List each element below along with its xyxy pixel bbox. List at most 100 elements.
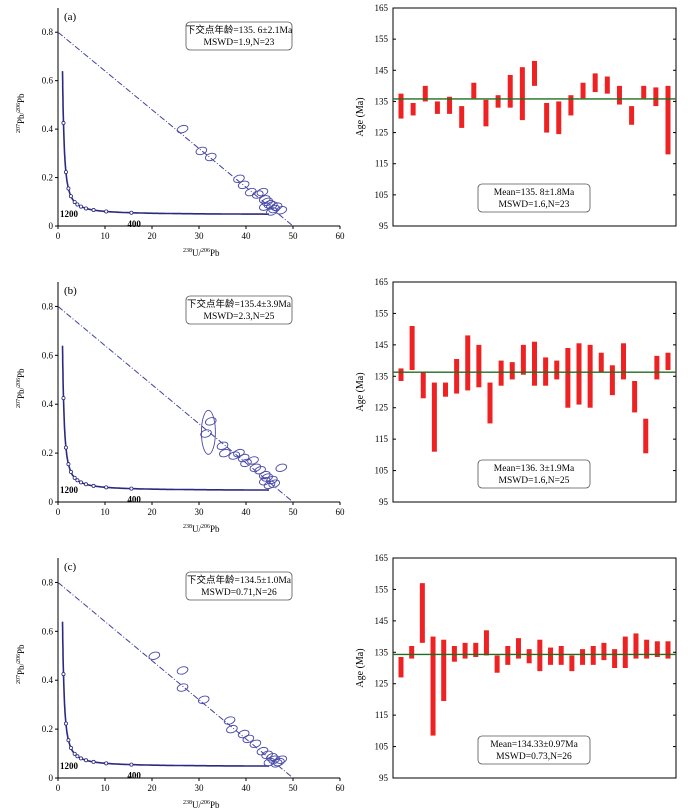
y-label-end: Pb (16, 93, 26, 103)
age-error-bar (507, 74, 513, 108)
age-panel-1: 95 105 115 125 135 145 155 165 Mean=135. 8±1.8Ma… (355, 3, 677, 231)
x-tick-label: 60 (336, 231, 346, 241)
concordia-age-marker (63, 721, 68, 726)
analysis-ellipse (233, 174, 245, 183)
result-box (185, 571, 293, 601)
age-error-bar (601, 642, 607, 661)
panel-label: (c) (64, 561, 77, 573)
age-error-bar (409, 646, 415, 659)
analysis-ellipse (261, 197, 273, 206)
concordia-age-marker (66, 186, 71, 191)
analysis-ellipse (237, 453, 250, 463)
y-label-sup1: 207 (16, 124, 22, 133)
y-label-sup1: 207 (16, 675, 22, 684)
age-error-bar (643, 418, 649, 454)
x-tick-label: 40 (242, 783, 252, 793)
age-error-bar (544, 102, 550, 133)
age-error-bar (568, 95, 574, 116)
analysis-ellipse (226, 724, 238, 734)
age-error-bar (520, 344, 526, 375)
concordia-age-marker (78, 204, 83, 209)
analysis-ellipse (266, 207, 278, 216)
y-tick-label: 0.8 (42, 301, 54, 311)
y-label-main: Pb/ (16, 662, 26, 675)
concordia-age-marker (68, 469, 73, 474)
concordia-age-marker (91, 759, 96, 764)
concordia-age-marker (75, 754, 80, 759)
analysis-ellipse (233, 448, 245, 458)
y-tick-label: 0.8 (42, 27, 54, 37)
mean-text: Mean=136. 3±1.9Ma (494, 464, 575, 474)
plot-frame (392, 7, 677, 227)
y-axis-label: 207Pb/206Pb (16, 644, 26, 684)
y-tick-label: 0.2 (42, 173, 53, 183)
y-tick-label: 0 (49, 497, 54, 507)
analysis-ellipse (240, 458, 252, 468)
analysis-ellipse (266, 475, 278, 485)
age-error-bar (665, 85, 671, 155)
y-tick-label: 0.8 (42, 577, 54, 587)
mean-box (477, 459, 591, 489)
age-error-bar (505, 646, 511, 665)
analysis-ellipse (176, 683, 189, 692)
age-error-bar (654, 641, 660, 657)
age-error-bar (621, 343, 626, 380)
y-tick-label: 135 (375, 371, 389, 381)
analysis-ellipse (263, 480, 276, 490)
analysis-ellipse (237, 180, 250, 190)
y-label-main: Pb/ (16, 386, 26, 399)
analysis-ellipse (223, 716, 236, 725)
age-error-bar (409, 326, 415, 370)
y-tick-label: 155 (375, 584, 389, 594)
concordia-age-marker (129, 762, 134, 767)
age-error-bar (641, 85, 647, 99)
x-tick-label: 40 (242, 231, 252, 241)
y-tick-label: 105 (375, 742, 389, 752)
x-tick-label: 10 (101, 507, 111, 517)
age-error-bar (495, 95, 501, 108)
concordia-curve (61, 621, 270, 767)
concordia-age-marker (72, 200, 77, 205)
age-error-bar (434, 101, 440, 114)
concordia-age-marker (72, 475, 77, 480)
analysis-ellipse (247, 456, 259, 465)
y-axis-label: 207Pb/206Pb (16, 93, 26, 133)
mswd-text: MSWD=0.73,N=26 (496, 752, 572, 762)
age-error-bar (644, 639, 650, 659)
age-error-bar (556, 101, 562, 135)
result-box (185, 21, 293, 51)
age-error-bar (443, 382, 448, 397)
y-tick-label: 0.6 (42, 350, 54, 360)
analysis-ellipse (268, 479, 280, 488)
result-mswd: MSWD=2.3,N=25 (204, 312, 275, 322)
y-tick-label: 165 (375, 277, 389, 287)
analysis-ellipse (148, 651, 161, 660)
y-tick-label: 0 (49, 773, 54, 783)
concordia-age-marker (78, 756, 83, 761)
y-axis-label: Age (Ma) (355, 97, 366, 136)
concordia-age-marker (63, 170, 68, 175)
y-label-sup2: 206 (16, 103, 22, 112)
concordia-curve (61, 345, 270, 491)
age-error-bar (420, 371, 426, 399)
concordia-age-marker (129, 210, 134, 215)
mswd-text: MSWD=1.6,N=23 (499, 200, 570, 210)
analysis-ellipse (219, 448, 231, 458)
y-tick-label: 0.6 (42, 626, 54, 636)
x-label-sup1: 238 (183, 800, 192, 806)
x-label-end: Pb (210, 524, 220, 534)
y-axis-label: Age (Ma) (355, 648, 366, 687)
x-tick-label: 20 (148, 507, 158, 517)
age-error-bar (447, 96, 453, 114)
y-tick-label: 0.2 (42, 724, 53, 734)
age-error-bar (398, 368, 404, 381)
age-error-bar (515, 638, 521, 659)
analysis-ellipse (176, 666, 189, 675)
analysis-ellipse (275, 755, 288, 764)
x-tick-label: 10 (101, 231, 111, 241)
concordia-age-marker (104, 209, 109, 214)
concordia-label-400: 400 (127, 495, 141, 505)
concordia-age-marker (68, 194, 73, 199)
age-error-bar (548, 647, 554, 665)
analysis-ellipse (200, 429, 212, 438)
